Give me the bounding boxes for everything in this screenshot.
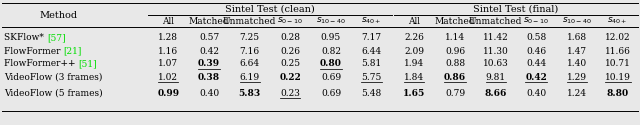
Text: 5.81: 5.81 <box>362 60 382 68</box>
Text: 1.14: 1.14 <box>445 34 465 42</box>
Text: 8.66: 8.66 <box>484 88 507 98</box>
Text: FlowFormer: FlowFormer <box>4 46 63 56</box>
Text: 1.68: 1.68 <box>567 34 587 42</box>
Text: 1.02: 1.02 <box>158 72 179 82</box>
Text: 2.09: 2.09 <box>404 46 424 56</box>
Text: 7.25: 7.25 <box>239 34 260 42</box>
Text: 1.47: 1.47 <box>567 46 587 56</box>
Text: 5.48: 5.48 <box>362 88 382 98</box>
Text: 0.82: 0.82 <box>321 46 341 56</box>
Text: 0.96: 0.96 <box>445 46 465 56</box>
Text: $s_{0-10}$: $s_{0-10}$ <box>524 16 549 26</box>
Text: 0.58: 0.58 <box>526 34 547 42</box>
Text: 1.65: 1.65 <box>403 88 426 98</box>
Text: 7.17: 7.17 <box>362 34 381 42</box>
Text: 0.80: 0.80 <box>320 60 342 68</box>
Text: 0.42: 0.42 <box>199 46 219 56</box>
Text: 1.94: 1.94 <box>404 60 424 68</box>
Text: 2.26: 2.26 <box>404 34 424 42</box>
Text: 0.69: 0.69 <box>321 88 341 98</box>
Text: 0.23: 0.23 <box>280 88 300 98</box>
Text: 11.66: 11.66 <box>605 46 630 56</box>
Text: 6.44: 6.44 <box>362 46 381 56</box>
Text: Unmatched: Unmatched <box>469 16 522 26</box>
Text: 1.84: 1.84 <box>404 72 424 82</box>
Text: $s_{0-10}$: $s_{0-10}$ <box>277 16 303 26</box>
Text: $s_{40+}$: $s_{40+}$ <box>607 16 628 26</box>
Text: 0.44: 0.44 <box>526 60 547 68</box>
Text: Sintel Test (final): Sintel Test (final) <box>474 4 559 14</box>
Text: SKFlow*: SKFlow* <box>4 34 47 42</box>
Text: 0.39: 0.39 <box>198 60 220 68</box>
Text: [21]: [21] <box>63 46 82 56</box>
Text: 11.30: 11.30 <box>483 46 509 56</box>
Text: $s_{10-40}$: $s_{10-40}$ <box>562 16 592 26</box>
Text: 0.40: 0.40 <box>199 88 219 98</box>
Text: 1.29: 1.29 <box>567 72 587 82</box>
Text: 0.46: 0.46 <box>526 46 547 56</box>
Text: 1.24: 1.24 <box>567 88 587 98</box>
Text: Sintel Test (clean): Sintel Test (clean) <box>225 4 315 14</box>
Text: 11.42: 11.42 <box>483 34 509 42</box>
Text: 0.22: 0.22 <box>280 72 301 82</box>
Text: 9.81: 9.81 <box>486 72 506 82</box>
Text: 0.28: 0.28 <box>280 34 300 42</box>
Text: 0.88: 0.88 <box>445 60 465 68</box>
Text: All: All <box>163 16 174 26</box>
Text: All: All <box>408 16 420 26</box>
Text: 5.75: 5.75 <box>362 72 382 82</box>
Text: $s_{40+}$: $s_{40+}$ <box>362 16 382 26</box>
Text: 0.42: 0.42 <box>525 72 547 82</box>
Text: 0.86: 0.86 <box>444 72 466 82</box>
Text: Matched: Matched <box>435 16 476 26</box>
Text: 10.19: 10.19 <box>605 72 630 82</box>
Text: [51]: [51] <box>78 60 97 68</box>
Text: VideoFlow (5 frames): VideoFlow (5 frames) <box>4 88 102 98</box>
Text: 1.07: 1.07 <box>158 60 179 68</box>
Text: 1.16: 1.16 <box>158 46 179 56</box>
Text: 0.40: 0.40 <box>526 88 547 98</box>
Text: 0.95: 0.95 <box>321 34 341 42</box>
Text: 10.63: 10.63 <box>483 60 509 68</box>
Text: 7.16: 7.16 <box>239 46 260 56</box>
Text: 12.02: 12.02 <box>605 34 630 42</box>
Text: 10.71: 10.71 <box>605 60 630 68</box>
Text: 1.40: 1.40 <box>567 60 587 68</box>
Text: $s_{10-40}$: $s_{10-40}$ <box>316 16 346 26</box>
Text: 1.28: 1.28 <box>158 34 179 42</box>
Text: 0.57: 0.57 <box>199 34 219 42</box>
Text: Matched: Matched <box>189 16 229 26</box>
Text: 8.80: 8.80 <box>607 88 628 98</box>
Text: FlowFormer++: FlowFormer++ <box>4 60 78 68</box>
Text: 0.38: 0.38 <box>198 72 220 82</box>
Text: 0.26: 0.26 <box>280 46 300 56</box>
Text: 0.99: 0.99 <box>157 88 179 98</box>
Text: Method: Method <box>40 10 78 20</box>
Text: 0.25: 0.25 <box>280 60 300 68</box>
Text: VideoFlow (3 frames): VideoFlow (3 frames) <box>4 72 105 82</box>
Text: 0.69: 0.69 <box>321 72 341 82</box>
Text: Unmatched: Unmatched <box>223 16 276 26</box>
Text: [57]: [57] <box>47 34 65 42</box>
Text: 6.19: 6.19 <box>239 72 260 82</box>
Text: 0.79: 0.79 <box>445 88 465 98</box>
Text: 5.83: 5.83 <box>239 88 260 98</box>
Text: 6.64: 6.64 <box>239 60 260 68</box>
